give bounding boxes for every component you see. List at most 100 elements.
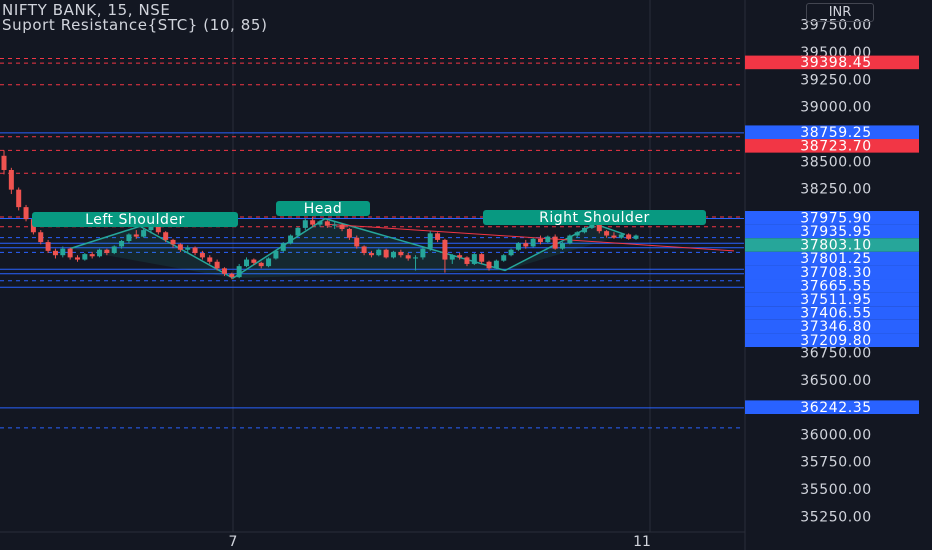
candle-body[interactable] [89,254,95,257]
symbol-title[interactable]: NIFTY BANK, 15, NSE [2,1,171,19]
candle-body[interactable] [552,236,558,249]
candle-body[interactable] [192,247,198,254]
candle-body[interactable] [589,224,595,228]
price-badge-bg [745,211,919,225]
candle-body[interactable] [464,257,470,264]
time-grid [232,0,651,532]
candle-body[interactable] [413,257,419,259]
candle-body[interactable] [170,239,176,245]
candle-body[interactable] [560,243,566,249]
candle-body[interactable] [618,234,624,238]
candle-body[interactable] [398,251,404,256]
candle-body[interactable] [295,227,301,236]
candle-body[interactable] [221,268,227,274]
candle-body[interactable] [493,260,499,269]
candle-body[interactable] [508,249,514,256]
candle-body[interactable] [471,254,477,264]
candle-body[interactable] [133,234,139,237]
candle-body[interactable] [596,224,602,232]
candle-body[interactable] [177,244,183,250]
price-badge-bg [745,224,919,239]
candle-body[interactable] [339,224,345,229]
candle-body[interactable] [486,261,492,269]
candle-body[interactable] [280,243,286,251]
candle-body[interactable] [16,189,22,208]
candle-body[interactable] [523,243,529,247]
candle-body[interactable] [97,249,103,257]
right-shoulder-label: Right Shoulder [539,210,650,226]
candle-body[interactable] [185,247,191,250]
candle-body[interactable] [582,227,588,233]
candle-body[interactable] [442,239,448,260]
candle-body[interactable] [501,255,507,261]
candle-body[interactable] [258,262,264,267]
candle-body[interactable] [74,257,80,260]
candle-body[interactable] [567,235,573,244]
candle-body[interactable] [302,220,308,228]
indicator-legend[interactable]: Suport Resistance{STC} (10, 85) [2,16,268,34]
candle-body[interactable] [449,255,455,260]
candle-body[interactable] [626,234,632,239]
candle-body[interactable] [45,242,51,251]
candle-body[interactable] [420,248,426,258]
candle-body[interactable] [368,253,374,256]
candle-body[interactable] [52,250,58,256]
candle-body[interactable] [111,246,117,254]
candle-body[interactable] [611,235,617,238]
candle-body[interactable] [104,249,110,254]
candle-body[interactable] [574,232,580,236]
candle-body[interactable] [126,234,132,242]
candle-body[interactable] [354,237,360,247]
candle-body[interactable] [317,221,323,225]
candle-body[interactable] [479,254,485,262]
candle-body[interactable] [457,255,463,258]
candle-body[interactable] [141,230,147,237]
candle-body[interactable] [23,207,29,220]
candle-body[interactable] [163,232,169,240]
candle-body[interactable] [148,226,154,231]
candle-body[interactable] [383,249,389,258]
candle-body[interactable] [288,235,294,244]
candlestick-series[interactable] [1,150,639,280]
candle-body[interactable] [266,258,272,267]
candle-body[interactable] [310,220,316,225]
candle-body[interactable] [82,254,88,260]
candle-body[interactable] [67,248,73,258]
candle-body[interactable] [199,253,205,258]
candle-body[interactable] [207,257,213,262]
candle-body[interactable] [405,255,411,259]
candle-body[interactable] [155,226,161,233]
candle-body[interactable] [324,221,330,226]
currency-button[interactable]: INR [806,3,874,22]
candle-body[interactable] [390,251,396,258]
price-badge-bg [745,279,919,293]
candle-body[interactable] [604,231,610,236]
candle-body[interactable] [8,169,14,190]
candle-body[interactable] [346,228,352,238]
candle-body[interactable] [435,233,441,240]
price-tick-label: 38250.00 [800,182,872,198]
candle-body[interactable] [60,248,66,256]
candle-body[interactable] [38,232,44,243]
candle-body[interactable] [530,238,536,247]
candle-body[interactable] [633,235,639,239]
candle-body[interactable] [251,259,257,263]
candle-body[interactable] [376,249,382,256]
candle-body[interactable] [229,273,235,278]
axis-frame [0,0,746,550]
candle-body[interactable] [214,261,220,269]
time-tick-label: 7 [229,534,238,550]
candle-body[interactable] [515,243,521,250]
candle-body[interactable] [273,250,279,259]
candle-body[interactable] [236,266,242,278]
candle-body[interactable] [332,224,338,226]
candle-body[interactable] [361,246,367,254]
price-badge-bg [745,55,919,70]
candle-body[interactable] [244,259,250,267]
candle-body[interactable] [427,233,433,249]
candle-body[interactable] [537,238,543,243]
candle-body[interactable] [1,155,7,170]
candle-body[interactable] [545,236,551,243]
candle-body[interactable] [119,241,125,247]
